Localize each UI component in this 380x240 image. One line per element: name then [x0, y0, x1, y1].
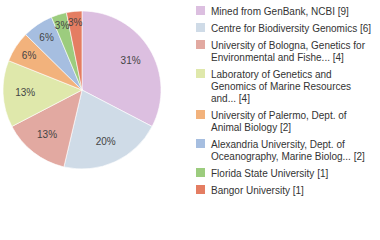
data-label: 13%: [37, 129, 57, 140]
legend-label: Florida State University [1]: [211, 168, 328, 179]
legend-swatch: [196, 40, 205, 49]
data-label: 6%: [22, 50, 37, 61]
data-label: 31%: [121, 55, 141, 66]
legend-label: University of Palermo, Dept. ofAnimal Bi…: [211, 110, 347, 133]
legend-swatch: [196, 69, 205, 78]
legend-swatch: [196, 185, 205, 194]
slices: [3, 11, 161, 169]
slice: [66, 11, 82, 90]
legend: Mined from GenBank, NCBI [9] Centre for B…: [196, 6, 371, 196]
data-label: 20%: [96, 136, 116, 147]
legend-swatch: [196, 110, 205, 119]
legend-swatch: [196, 139, 205, 148]
legend-label: Mined from GenBank, NCBI [9]: [211, 6, 349, 17]
legend-swatch: [196, 168, 205, 177]
data-label: 3%: [68, 17, 83, 28]
slice-labels: 31%20%13%13%6%6%3%3%: [15, 17, 141, 147]
legend-label: Alexandria University, Dept. ofOceanogra…: [211, 139, 365, 162]
legend-label: Centre for Biodiversity Genomics [6]: [211, 23, 371, 34]
legend-swatch: [196, 6, 205, 15]
legend-label: Laboratory of Genetics andGenomics of Ma…: [211, 69, 351, 104]
data-label: 13%: [15, 87, 35, 98]
legend-label: University of Bologna, Genetics forEnvir…: [211, 40, 366, 63]
legend-swatch: [196, 23, 205, 32]
chart: 31%20%13%13%6%6%3%3%Mined from GenBank, …: [0, 0, 380, 240]
data-label: 6%: [39, 32, 54, 43]
legend-label: Bangor University [1]: [211, 185, 304, 196]
